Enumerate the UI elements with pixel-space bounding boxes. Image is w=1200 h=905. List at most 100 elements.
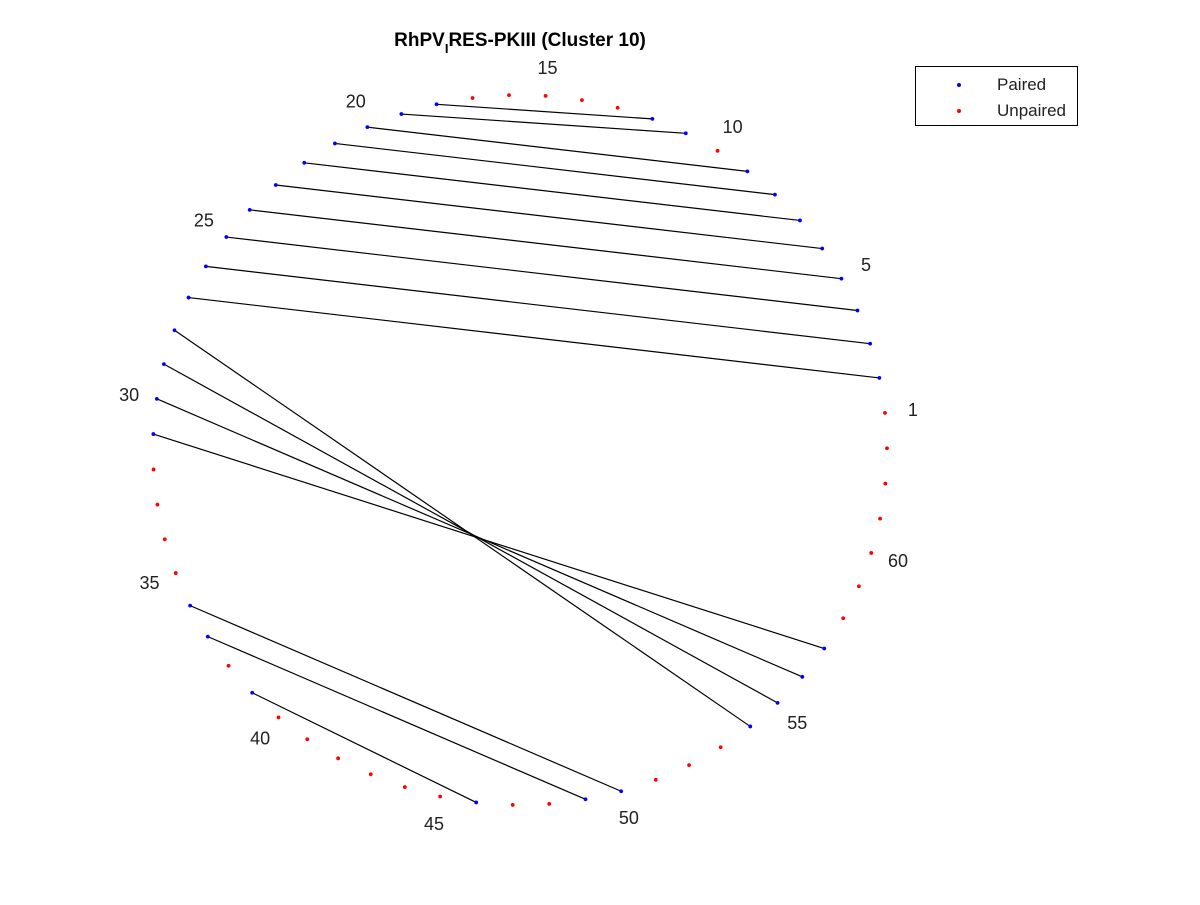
paired-point: [775, 700, 780, 705]
paired-point: [162, 362, 166, 367]
position-label: 10: [723, 117, 743, 137]
position-label: 25: [194, 210, 214, 230]
pair-link: [275, 184, 823, 250]
pair-link: [249, 209, 842, 280]
unpaired-point: [162, 537, 167, 542]
pair-link: [188, 296, 880, 379]
paired-point: [302, 160, 307, 165]
unpaired-point: [718, 745, 723, 750]
unpaired-point: [368, 772, 373, 777]
paired-point: [434, 102, 439, 107]
unpaired-point: [687, 763, 691, 767]
pair-link: [334, 142, 776, 196]
legend-marker-paired: [957, 83, 961, 87]
unpaired-point: [715, 148, 720, 153]
unpaired-point: [470, 96, 475, 100]
paired-point: [203, 264, 208, 269]
position-label: 20: [346, 92, 366, 112]
unpaired-point: [856, 584, 861, 589]
paired-point: [650, 117, 655, 121]
unpaired-point: [615, 105, 620, 110]
chart-title: RhPVIRES-PKIII (Cluster 10): [300, 30, 740, 56]
unpaired-point: [885, 446, 889, 451]
paired-point: [247, 207, 252, 212]
unpaired-point: [841, 616, 846, 621]
pair-links: [153, 103, 880, 803]
unpaired-point: [151, 467, 156, 472]
paired-point: [474, 800, 479, 805]
title-main: RhPV: [394, 30, 445, 51]
unpaired-point: [276, 715, 281, 720]
paired-point: [224, 235, 229, 239]
unpaired-point: [155, 502, 160, 507]
nucleotide-points: [151, 93, 889, 807]
paired-point: [399, 112, 404, 116]
paired-point: [798, 218, 802, 223]
pair-link: [205, 265, 871, 345]
legend-label-paired: Paired: [997, 75, 1047, 94]
position-label: 55: [787, 713, 807, 733]
position-label: 35: [139, 573, 159, 593]
paired-point: [868, 341, 873, 346]
unpaired-point: [543, 93, 548, 98]
unpaired-point: [547, 801, 552, 806]
position-label: 30: [119, 385, 139, 405]
unpaired-point: [507, 93, 511, 98]
legend-label-unpaired: Unpaired: [997, 101, 1066, 120]
paired-point: [748, 724, 753, 729]
legend-item-unpaired: Unpaired: [916, 101, 1077, 121]
position-label: 5: [861, 255, 871, 275]
paired-point: [154, 396, 159, 401]
position-label: 45: [424, 814, 444, 834]
position-label: 60: [888, 551, 908, 571]
position-label: 50: [619, 808, 639, 828]
paired-point: [273, 183, 278, 187]
title-subscript: I: [444, 41, 449, 56]
pair-link: [153, 433, 825, 650]
paired-point: [822, 646, 827, 651]
unpaired-point: [438, 794, 443, 799]
title-rest: RES-PKIII (Cluster 10): [448, 30, 646, 51]
unpaired-point: [173, 571, 178, 575]
pair-link: [207, 636, 586, 800]
paired-point: [683, 131, 688, 136]
pair-link: [436, 103, 653, 120]
pair-link: [401, 113, 686, 134]
pair-link: [304, 162, 801, 222]
pair-link: [189, 605, 622, 792]
unpaired-point: [305, 737, 310, 742]
paired-point: [877, 376, 882, 380]
paired-point: [365, 125, 370, 130]
pair-link: [226, 236, 858, 312]
paired-point: [333, 141, 337, 146]
paired-point: [188, 603, 193, 608]
unpaired-point: [402, 785, 407, 789]
paired-point: [839, 276, 844, 281]
paired-point: [820, 246, 825, 251]
paired-point: [172, 328, 177, 333]
pair-link: [367, 126, 748, 172]
unpaired-point: [510, 803, 515, 807]
unpaired-point: [869, 551, 874, 555]
position-label: 1: [908, 400, 918, 420]
pair-link: [251, 692, 477, 803]
position-label: 15: [538, 58, 558, 78]
paired-point: [745, 169, 750, 174]
unpaired-point: [653, 777, 658, 782]
paired-point: [800, 674, 805, 679]
legend-marker-unpaired: [957, 109, 961, 113]
unpaired-point: [336, 756, 340, 761]
paired-point: [250, 690, 255, 695]
paired-point: [855, 308, 860, 313]
paired-point: [151, 432, 156, 436]
position-label: 40: [250, 728, 270, 748]
unpaired-point: [878, 516, 882, 521]
paired-point: [619, 789, 624, 794]
legend: Paired Unpaired: [915, 66, 1078, 126]
paired-point: [773, 192, 777, 197]
paired-point: [205, 634, 210, 639]
unpaired-point: [883, 410, 887, 415]
